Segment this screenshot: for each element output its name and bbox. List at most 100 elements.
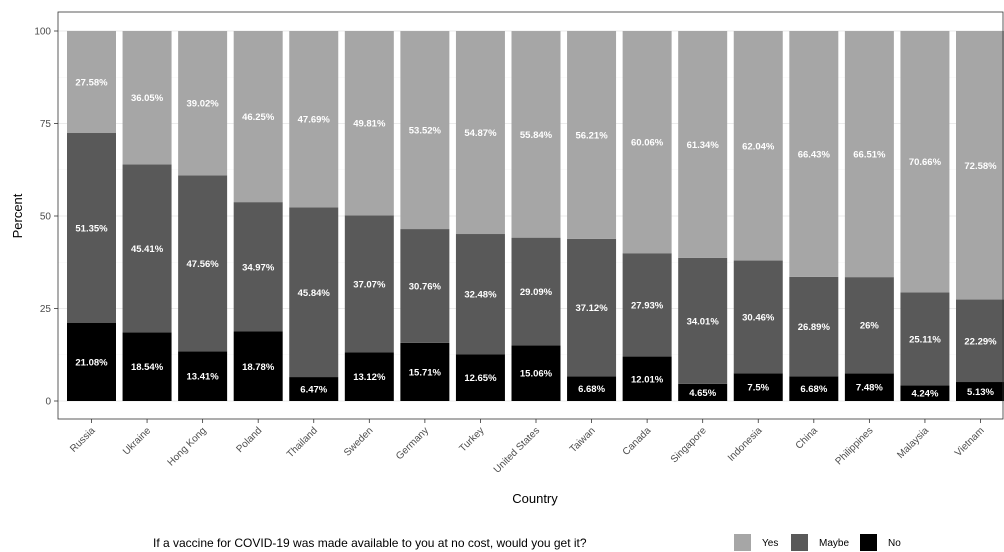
bar-segment-no <box>956 382 1004 401</box>
bar-segment-maybe <box>956 299 1004 383</box>
legend-key-yes <box>734 534 751 551</box>
bar-segment-maybe <box>178 175 228 352</box>
bar-segment-no <box>567 376 617 401</box>
data-label-yes: 66.51% <box>853 150 886 161</box>
data-label-no: 13.41% <box>187 372 220 383</box>
data-label-maybe: 45.84% <box>298 288 331 299</box>
bar-segment-maybe <box>511 237 561 346</box>
bar-segment-no <box>67 323 116 401</box>
data-label-yes: 70.66% <box>909 157 942 168</box>
bar-segment-yes <box>678 31 728 258</box>
bar-segment-maybe <box>622 253 672 357</box>
bar-segment-yes <box>455 31 505 235</box>
data-label-no: 6.68% <box>578 384 605 395</box>
data-label-yes: 49.81% <box>353 119 386 130</box>
y-tick-label: 50 <box>40 212 52 223</box>
data-labels: 21.08% 51.35% 27.58% 18.54% 45.41% 36.05% 13.4… <box>75 77 997 399</box>
bar-segment-maybe <box>900 292 950 386</box>
bar-segment-maybe <box>289 207 339 378</box>
y-tick-label: 0 <box>45 397 51 408</box>
data-label-yes: 60.06% <box>631 138 664 149</box>
bar-segment-no <box>789 376 839 401</box>
x-axis-title: Country <box>512 491 558 506</box>
bar-segment-yes <box>956 31 1004 300</box>
bar-segment-no <box>233 331 283 401</box>
data-label-yes: 36.05% <box>131 93 164 104</box>
data-label-yes: 46.25% <box>242 112 275 123</box>
bar-segment-maybe <box>844 277 894 374</box>
data-label-no: 21.08% <box>75 358 108 369</box>
bar-segment-no <box>678 383 728 401</box>
bar-segment-maybe <box>789 276 839 377</box>
y-axis: 0 25 50 75 100 <box>34 27 58 408</box>
data-label-no: 5.13% <box>967 387 994 398</box>
data-label-no: 12.01% <box>631 374 664 385</box>
bar-segment-no <box>844 373 894 401</box>
legend-label-maybe: Maybe <box>819 538 849 549</box>
data-label-no: 6.68% <box>800 384 827 395</box>
legend: If a vaccine for COVID-19 was made avail… <box>153 534 901 551</box>
bar-segment-maybe <box>67 133 116 324</box>
data-label-maybe: 34.97% <box>242 262 275 273</box>
data-label-no: 4.65% <box>689 388 716 399</box>
bar-segment-no <box>455 354 505 401</box>
bar-segment-yes <box>622 31 672 254</box>
data-label-maybe: 37.12% <box>575 303 608 314</box>
data-label-no: 7.48% <box>856 383 883 394</box>
bar-segment-maybe <box>678 257 728 384</box>
data-label-maybe: 45.41% <box>131 244 164 255</box>
bar-segment-yes <box>789 31 839 277</box>
data-label-yes: 54.87% <box>464 128 497 139</box>
y-axis-title: Percent <box>10 193 25 238</box>
bar-segment-yes <box>178 31 228 176</box>
data-label-maybe: 30.46% <box>742 312 775 323</box>
data-label-no: 12.65% <box>464 373 497 384</box>
data-label-no: 4.24% <box>911 389 938 400</box>
data-label-yes: 72.58% <box>964 161 997 172</box>
y-tick-label: 25 <box>40 304 52 315</box>
bar-segment-yes <box>567 30 617 239</box>
data-label-maybe: 47.56% <box>187 259 220 270</box>
legend-key-maybe <box>791 534 808 551</box>
data-label-no: 13.12% <box>353 372 386 383</box>
data-label-maybe: 25.11% <box>909 334 941 345</box>
data-label-maybe: 34.01% <box>687 316 720 327</box>
data-label-yes: 27.58% <box>75 77 108 88</box>
data-label-maybe: 51.35% <box>75 224 108 235</box>
y-tick-label: 75 <box>40 119 52 130</box>
legend-key-no <box>860 534 877 551</box>
bar-segment-no <box>178 351 228 401</box>
data-label-yes: 55.84% <box>520 130 553 141</box>
data-label-maybe: 26.89% <box>798 322 831 333</box>
data-label-yes: 53.52% <box>409 126 442 137</box>
legend-title: If a vaccine for COVID-19 was made avail… <box>153 536 587 550</box>
legend-label-no: No <box>888 538 901 549</box>
bar-segment-maybe <box>233 202 283 332</box>
bar-segment-maybe <box>122 164 172 333</box>
bar-segment-yes <box>289 31 339 208</box>
data-label-yes: 56.21% <box>575 130 608 141</box>
data-label-maybe: 22.29% <box>964 336 997 347</box>
data-label-no: 15.06% <box>520 369 553 380</box>
data-label-maybe: 37.07% <box>353 279 386 290</box>
bar-segment-no <box>344 352 394 401</box>
bar-segment-no <box>900 385 950 401</box>
bar-segment-no <box>122 332 172 401</box>
data-label-maybe: 32.48% <box>464 290 497 301</box>
bar-segment-no <box>622 356 672 401</box>
bar-segment-maybe <box>455 234 505 355</box>
data-label-no: 7.5% <box>747 383 769 394</box>
data-label-maybe: 29.09% <box>520 287 553 298</box>
bar-segment-maybe <box>344 215 394 353</box>
bar-segment-yes <box>511 31 561 238</box>
bar-segment-yes <box>67 30 116 134</box>
data-label-no: 18.78% <box>242 362 275 373</box>
data-label-no: 15.71% <box>409 367 442 378</box>
bar-segment-no <box>289 377 339 401</box>
bar-segment-yes <box>122 31 172 165</box>
data-label-maybe: 27.93% <box>631 300 664 311</box>
bar-segment-no <box>733 373 783 401</box>
y-tick-label: 100 <box>34 27 51 38</box>
bar-segment-maybe <box>400 229 450 343</box>
